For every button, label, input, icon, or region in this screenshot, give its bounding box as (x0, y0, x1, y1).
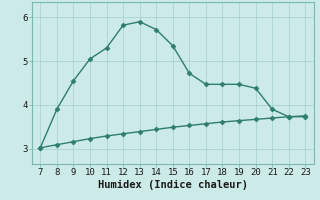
X-axis label: Humidex (Indice chaleur): Humidex (Indice chaleur) (98, 180, 248, 190)
